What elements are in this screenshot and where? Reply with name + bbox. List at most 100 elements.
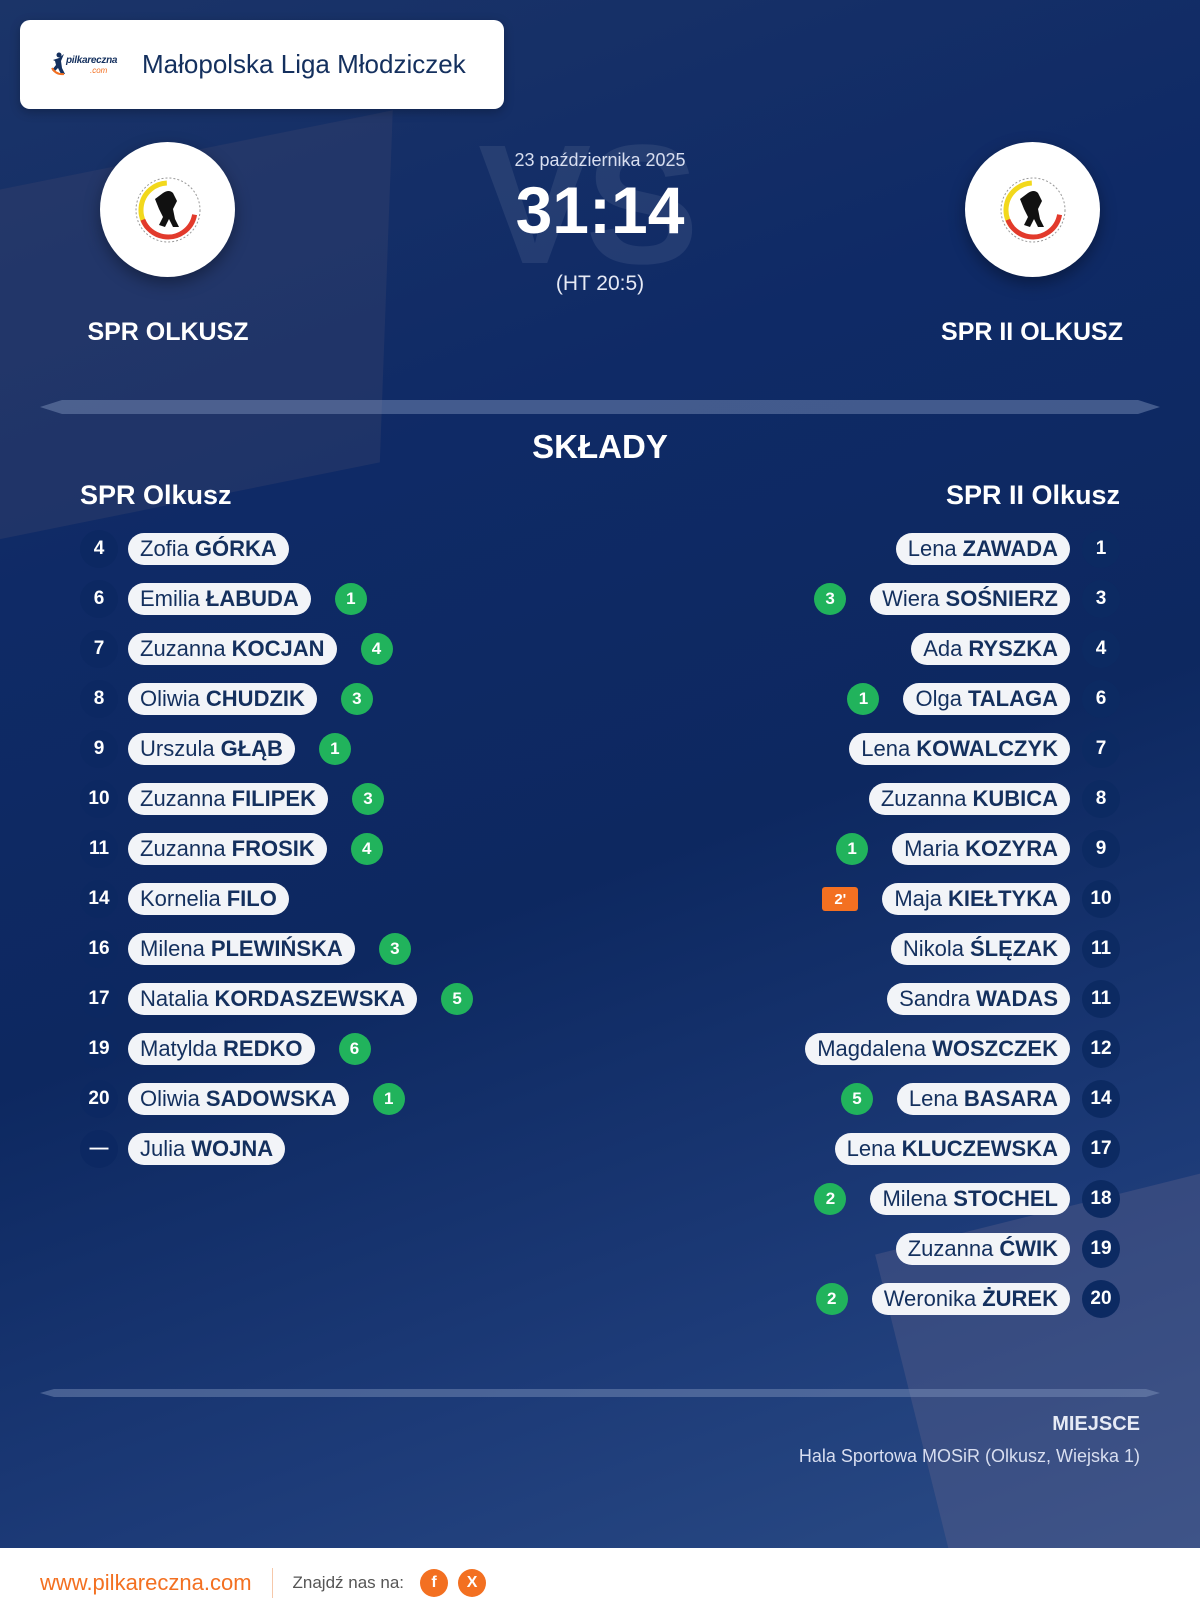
- player-first-name: Zofia: [140, 536, 189, 561]
- jersey-number: 19: [1082, 1230, 1120, 1268]
- goals-badge: 3: [378, 933, 411, 965]
- player-first-name: Oliwia: [140, 1086, 200, 1111]
- player-row: 7 Zuzanna KOCJAN 4: [80, 624, 473, 674]
- away-roster: Lena ZAWADA 1 3 Wiera SOŚNIERZ 3 Ada RYSZKA 4 1 Olg…: [805, 524, 1120, 1324]
- player-name[interactable]: Wiera SOŚNIERZ: [870, 583, 1070, 615]
- player-last-name: FILO: [226, 886, 277, 911]
- venue-block: MIEJSCE Hala Sportowa MOSiR (Olkusz, Wie…: [799, 1413, 1140, 1467]
- player-first-name: Julia: [140, 1136, 186, 1161]
- player-name[interactable]: Kornelia FILO: [128, 883, 289, 915]
- player-first-name: Sandra: [899, 986, 971, 1011]
- goals-badge: 2: [814, 1183, 847, 1215]
- venue-label: MIEJSCE: [1052, 1413, 1140, 1435]
- player-row: 3 Wiera SOŚNIERZ 3: [805, 574, 1120, 624]
- away-team-name[interactable]: SPR II OLKUSZ: [941, 318, 1123, 346]
- jersey-number: 17: [80, 980, 118, 1018]
- home-team-logo[interactable]: [100, 142, 235, 277]
- player-name[interactable]: Zuzanna KOCJAN: [128, 633, 337, 665]
- goals-badge: 5: [840, 1083, 873, 1115]
- logo-subtext: .com: [90, 65, 108, 75]
- player-last-name: KOZYRA: [965, 836, 1058, 861]
- goals-badge: 1: [836, 833, 869, 865]
- player-name[interactable]: Oliwia CHUDZIK: [128, 683, 317, 715]
- jersey-number: 16: [80, 930, 118, 968]
- player-name[interactable]: Zuzanna FROSIK: [128, 833, 327, 865]
- player-name[interactable]: Maria KOZYRA: [892, 833, 1070, 865]
- player-row: 9 Urszula GŁĄB 1: [80, 724, 473, 774]
- jersey-number: —: [80, 1130, 118, 1168]
- player-last-name: REDKO: [223, 1036, 303, 1061]
- player-name[interactable]: Sandra WADAS: [887, 983, 1070, 1015]
- jersey-number: 1: [1082, 530, 1120, 568]
- away-team-logo[interactable]: [965, 142, 1100, 277]
- player-name[interactable]: Zuzanna FILIPEK: [128, 783, 328, 815]
- player-name[interactable]: Zuzanna ĆWIK: [895, 1233, 1070, 1265]
- player-name[interactable]: Oliwia SADOWSKA: [128, 1083, 349, 1115]
- player-name[interactable]: Zofia GÓRKA: [128, 533, 289, 565]
- player-last-name: KUBICA: [972, 786, 1058, 811]
- player-last-name: STOCHEL: [953, 1186, 1058, 1211]
- player-last-name: WOSZCZEK: [932, 1036, 1058, 1061]
- player-name[interactable]: Lena KLUCZEWSKA: [834, 1133, 1070, 1165]
- player-name[interactable]: Urszula GŁĄB: [128, 733, 295, 765]
- player-name[interactable]: Emilia ŁABUDA: [128, 583, 311, 615]
- jersey-number: 6: [1082, 680, 1120, 718]
- player-first-name: Maria: [904, 836, 960, 861]
- player-name[interactable]: Milena PLEWIŃSKA: [128, 933, 355, 965]
- player-name[interactable]: Ada RYSZKA: [911, 633, 1070, 665]
- player-name[interactable]: Olga TALAGA: [903, 683, 1070, 715]
- goals-badge: 4: [360, 633, 393, 665]
- player-name[interactable]: Magdalena WOSZCZEK: [805, 1033, 1070, 1065]
- jersey-number: 7: [1082, 730, 1120, 768]
- goals-badge: 2: [815, 1283, 848, 1315]
- player-last-name: WADAS: [976, 986, 1058, 1011]
- player-name[interactable]: Natalia KORDASZEWSKA: [128, 983, 418, 1015]
- player-row: 11 Zuzanna FROSIK 4: [80, 824, 473, 874]
- footer: www.pilkareczna.com Znajdź nas na: f X: [0, 1548, 1200, 1618]
- jersey-number: 9: [1082, 830, 1120, 868]
- player-last-name: CHUDZIK: [205, 686, 305, 711]
- player-row: 2' Maja KIEŁTYKA 10: [805, 874, 1120, 924]
- facebook-icon[interactable]: f: [420, 1569, 449, 1597]
- player-first-name: Natalia: [140, 986, 209, 1011]
- player-first-name: Wiera: [882, 586, 940, 611]
- player-last-name: PLEWIŃSKA: [210, 936, 343, 961]
- player-row: Lena KLUCZEWSKA 17: [805, 1124, 1120, 1174]
- jersey-number: 20: [80, 1080, 118, 1118]
- player-name[interactable]: Lena KOWALCZYK: [849, 733, 1070, 765]
- player-name[interactable]: Lena ZAWADA: [895, 533, 1070, 565]
- player-name[interactable]: Weronika ŻUREK: [871, 1283, 1070, 1315]
- player-first-name: Milena: [882, 1186, 948, 1211]
- jersey-number: 18: [1082, 1180, 1120, 1218]
- site-link[interactable]: www.pilkareczna.com: [40, 1570, 252, 1595]
- player-row: 14 Kornelia FILO: [80, 874, 473, 924]
- player-last-name: ŻUREK: [982, 1286, 1058, 1311]
- match-date: 23 października 2025: [514, 150, 686, 170]
- logo-text: pilkareczna: [66, 54, 118, 66]
- club-crest-icon: [1000, 177, 1065, 242]
- jersey-number: 10: [80, 780, 118, 818]
- player-first-name: Weronika: [883, 1286, 977, 1311]
- player-name[interactable]: Maja KIEŁTYKA: [882, 883, 1070, 915]
- x-icon[interactable]: X: [458, 1569, 487, 1597]
- vs-watermark: VS: [478, 110, 699, 300]
- player-name[interactable]: Lena BASARA: [896, 1083, 1070, 1115]
- player-last-name: ĆWIK: [999, 1236, 1058, 1261]
- find-us-label: Znajdź nas na:: [292, 1573, 405, 1592]
- player-name[interactable]: Nikola ŚLĘZAK: [890, 933, 1070, 965]
- player-name[interactable]: Matylda REDKO: [128, 1033, 315, 1065]
- home-team-name[interactable]: SPR OLKUSZ: [87, 318, 249, 346]
- jersey-number: 10: [1082, 880, 1120, 918]
- player-row: Zuzanna ĆWIK 19: [805, 1224, 1120, 1274]
- player-first-name: Lena: [907, 536, 957, 561]
- club-crest-icon: [135, 177, 200, 242]
- lineups-title: SKŁADY: [532, 428, 668, 465]
- home-roster: 4 Zofia GÓRKA 6 Emilia ŁABUDA 1 7 Zuzanna KOCJAN 4…: [80, 524, 474, 1174]
- player-name[interactable]: Milena STOCHEL: [870, 1183, 1070, 1215]
- pilkareczna-logo[interactable]: pilkareczna .com: [50, 50, 122, 80]
- player-first-name: Zuzanna: [140, 786, 226, 811]
- player-name[interactable]: Zuzanna KUBICA: [868, 783, 1070, 815]
- player-name[interactable]: Julia WOJNA: [128, 1133, 286, 1165]
- player-last-name: GÓRKA: [194, 536, 277, 561]
- divider: [40, 400, 1160, 414]
